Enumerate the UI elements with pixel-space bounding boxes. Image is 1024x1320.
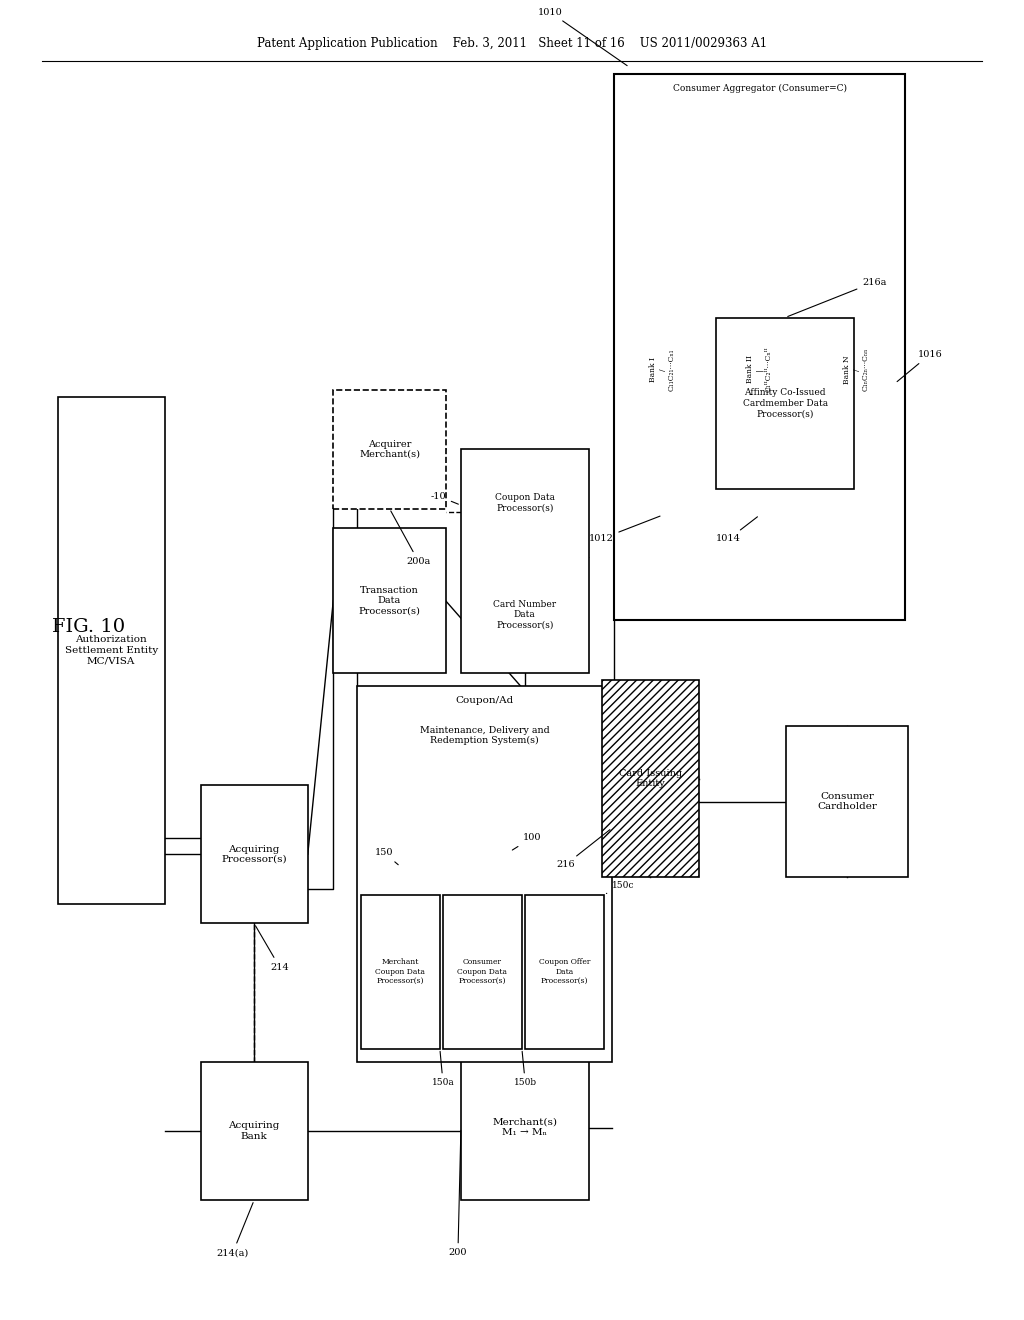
Text: 1010: 1010 [538, 8, 627, 66]
Text: 216a: 216a [787, 277, 887, 317]
Text: 214: 214 [256, 925, 289, 972]
Text: Card Issuing
Entity: Card Issuing Entity [618, 768, 682, 788]
Text: Acquirer
Merchant(s): Acquirer Merchant(s) [359, 440, 420, 459]
Text: Coupon Offer
Data
Processor(s): Coupon Offer Data Processor(s) [539, 958, 590, 985]
Text: 150c: 150c [606, 880, 635, 894]
Bar [525, 895, 604, 1048]
Text: Patent Application Publication    Feb. 3, 2011   Sheet 11 of 16    US 2011/00293: Patent Application Publication Feb. 3, 2… [257, 37, 767, 50]
Text: Merchant
Coupon Data
Processor(s): Merchant Coupon Data Processor(s) [376, 958, 425, 985]
Text: Acquiring
Processor(s): Acquiring Processor(s) [221, 845, 287, 865]
Text: Consumer
Coupon Data
Processor(s): Consumer Coupon Data Processor(s) [458, 958, 507, 985]
Text: 1014: 1014 [716, 517, 758, 544]
Text: FIG. 10: FIG. 10 [51, 618, 125, 636]
Bar [333, 528, 445, 673]
Bar [201, 1061, 308, 1200]
Text: Transaction
Data
Processor(s): Transaction Data Processor(s) [358, 586, 421, 615]
Text: -10: -10 [430, 491, 459, 504]
Bar [57, 396, 165, 904]
Bar [443, 895, 522, 1048]
Text: 1016: 1016 [897, 350, 942, 381]
Text: 150b: 150b [514, 1051, 537, 1088]
Text: Bank I
/
C₁₁C₂₁···Cₙ₁: Bank I / C₁₁C₂₁···Cₙ₁ [649, 348, 676, 391]
Text: 200a: 200a [391, 511, 430, 566]
Text: Authorization
Settlement Entity
MC/VISA: Authorization Settlement Entity MC/VISA [65, 635, 158, 665]
Text: 200: 200 [449, 1130, 467, 1258]
Text: Acquiring
Bank: Acquiring Bank [228, 1121, 280, 1140]
Bar [785, 726, 908, 878]
Text: 1012: 1012 [589, 516, 660, 544]
Text: 100: 100 [512, 833, 542, 850]
Text: Bank N
/
C₁ₙC₂ₙ···Cₙₙ: Bank N / C₁ₙC₂ₙ···Cₙₙ [844, 348, 869, 391]
Bar [356, 686, 612, 1061]
Bar [201, 785, 308, 924]
Text: Merchant(s)
M₁ → Mₙ: Merchant(s) M₁ → Mₙ [493, 1118, 557, 1138]
Text: Coupon/Ad: Coupon/Ad [456, 696, 514, 705]
Bar [461, 1055, 589, 1200]
Text: Maintenance, Delivery and
Redemption System(s): Maintenance, Delivery and Redemption Sys… [420, 726, 549, 746]
Text: Bank II
|
C₁ᴵᴵC₂ᴵᴵ···Cₙᴵᴵ: Bank II | C₁ᴵᴵC₂ᴵᴵ···Cₙᴵᴵ [746, 347, 773, 392]
Text: Card Number
Data
Processor(s): Card Number Data Processor(s) [494, 601, 556, 630]
Text: 150: 150 [375, 849, 398, 865]
Text: Consumer
Cardholder: Consumer Cardholder [817, 792, 877, 812]
Bar [333, 389, 445, 508]
Bar [461, 449, 589, 673]
Text: 150a: 150a [432, 1051, 455, 1088]
Text: 214(a): 214(a) [217, 1203, 253, 1258]
Bar [716, 318, 854, 488]
Text: Affinity Co-Issued
Cardmember Data
Processor(s): Affinity Co-Issued Cardmember Data Proce… [742, 388, 827, 418]
Text: Consumer Aggregator (Consumer=C): Consumer Aggregator (Consumer=C) [673, 84, 847, 94]
Text: Coupon Data
Processor(s): Coupon Data Processor(s) [495, 494, 555, 512]
Bar [360, 895, 440, 1048]
Text: 216: 216 [556, 830, 610, 870]
Bar [602, 680, 699, 878]
Bar [614, 74, 905, 620]
